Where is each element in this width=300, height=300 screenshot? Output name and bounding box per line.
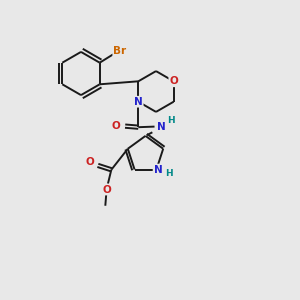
Text: N: N: [157, 122, 166, 132]
Text: N: N: [134, 97, 143, 107]
Text: Br: Br: [113, 46, 126, 56]
Text: H: H: [167, 116, 175, 125]
Text: O: O: [102, 184, 111, 195]
Text: H: H: [165, 169, 173, 178]
Text: O: O: [112, 121, 121, 131]
Text: O: O: [85, 157, 94, 167]
Text: O: O: [169, 76, 178, 86]
Text: N: N: [154, 164, 162, 175]
